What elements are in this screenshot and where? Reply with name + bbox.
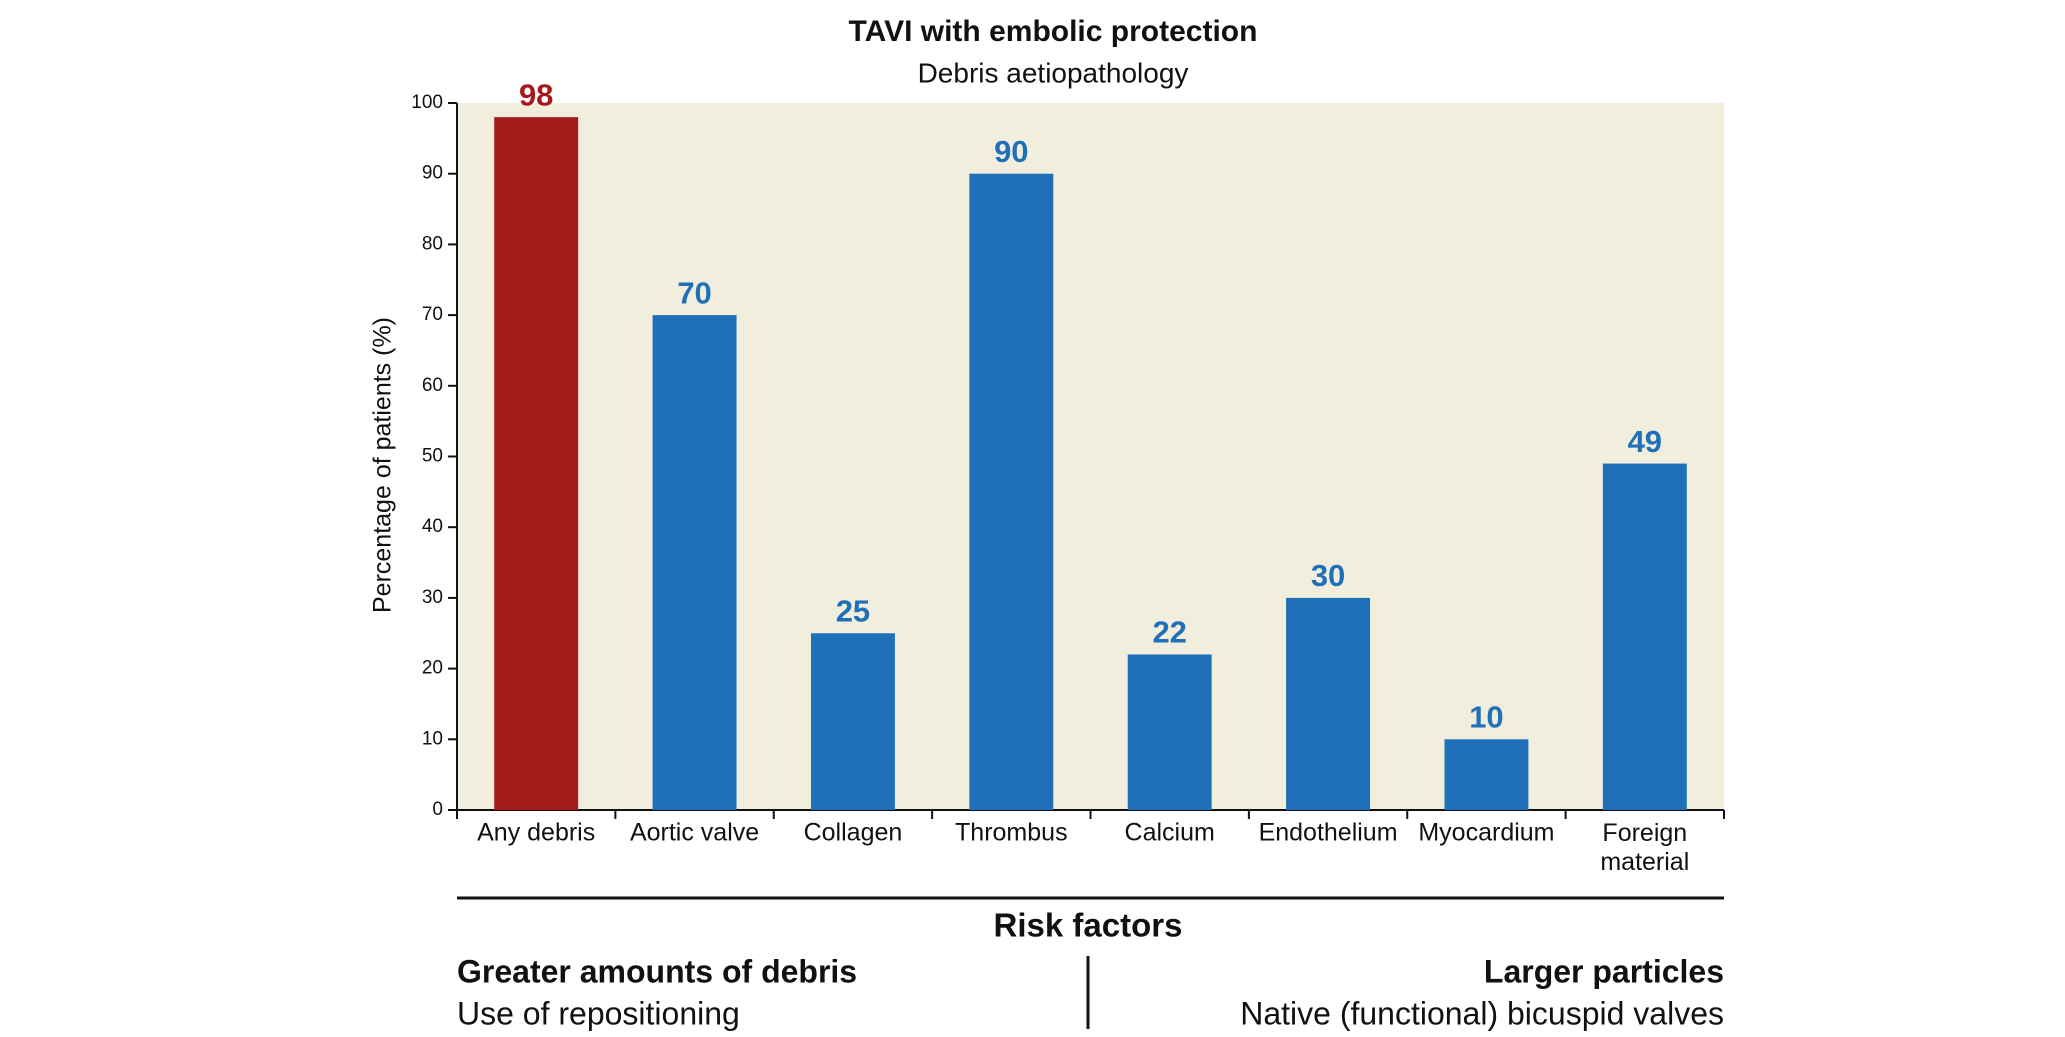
y-tick-label: 30 <box>422 587 443 608</box>
bar <box>1127 654 1212 810</box>
data-label: 30 <box>1311 558 1345 593</box>
risk-item: Use of repositioning <box>457 995 740 1031</box>
data-label: 70 <box>677 275 711 310</box>
chart-subtitle: Debris aetiopathology <box>918 57 1189 88</box>
data-label: 98 <box>519 77 553 112</box>
risk-heading: Larger particles <box>1484 953 1724 989</box>
data-label: 22 <box>1152 615 1186 650</box>
bar <box>1286 597 1371 810</box>
bar <box>969 173 1054 810</box>
y-tick-label: 0 <box>432 799 443 820</box>
bar <box>494 117 579 810</box>
x-tick-label: Aortic valve <box>630 819 759 847</box>
data-label: 49 <box>1628 424 1662 459</box>
bar <box>810 633 895 810</box>
x-tick-label: Calcium <box>1125 819 1215 847</box>
risk-heading: Greater amounts of debris <box>457 953 857 989</box>
x-tick-label: Thrombus <box>955 819 1068 847</box>
y-tick-label: 10 <box>422 728 443 749</box>
plot-background <box>457 103 1724 810</box>
y-tick-label: 60 <box>422 375 443 396</box>
bar <box>1602 463 1687 810</box>
x-tick-label: Collagen <box>804 819 903 847</box>
x-tick-label: Endothelium <box>1259 819 1398 847</box>
risk-title: Risk factors <box>994 907 1183 944</box>
y-axis-label: Percentage of patients (%) <box>369 317 397 613</box>
x-tick-label: Myocardium <box>1418 819 1554 847</box>
x-tick-label: Any debris <box>477 819 595 847</box>
y-tick-label: 80 <box>422 233 443 254</box>
y-tick-label: 20 <box>422 658 443 679</box>
chart-title: TAVI with embolic protection <box>849 15 1258 48</box>
y-tick-label: 50 <box>422 446 443 467</box>
y-tick-label: 90 <box>422 163 443 184</box>
risk-item: Native (functional) bicuspid valves <box>1240 995 1724 1031</box>
y-tick-label: 100 <box>411 92 443 113</box>
y-tick-label: 70 <box>422 304 443 325</box>
y-tick-label: 40 <box>422 516 443 537</box>
data-label: 10 <box>1469 699 1503 734</box>
data-label: 90 <box>994 134 1028 169</box>
bar <box>652 315 737 810</box>
x-tick-label: Foreign material <box>1600 819 1689 876</box>
bar <box>1444 739 1529 810</box>
data-label: 25 <box>836 593 870 628</box>
